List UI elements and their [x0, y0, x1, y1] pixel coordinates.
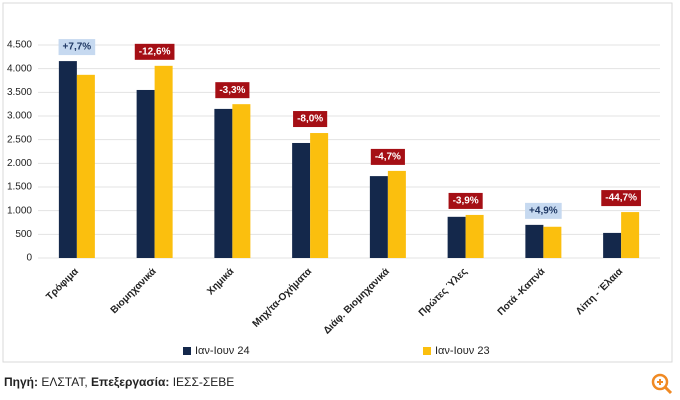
bar: [292, 142, 311, 258]
source-text: ΙΕΣΣ-ΣΕΒΕ: [172, 375, 235, 389]
y-tick-label: 3.000: [7, 111, 32, 122]
annotation-text: -44,7%: [605, 193, 637, 204]
bar: [387, 170, 406, 258]
y-tick-label: 3.500: [7, 87, 32, 98]
y-tick-label: 1.000: [7, 205, 32, 216]
annotation-text: -3,9%: [453, 196, 479, 207]
annotation: +7,7%: [58, 39, 96, 56]
annotation-box: [370, 148, 405, 165]
annotation: -3,3%: [215, 82, 250, 99]
y-tick-label: 500: [15, 229, 32, 240]
annotation-box: [601, 190, 641, 207]
annotation-text: +4,9%: [529, 206, 558, 217]
chart-frame: [2, 2, 673, 363]
y-tick-label: 1.500: [7, 182, 32, 193]
bar: [369, 176, 388, 258]
bar: [603, 232, 622, 258]
legend-swatch: [423, 347, 431, 355]
source-line: Πηγή: ΕΛΣΤΑΤ, Επεξεργασία: ΙΕΣΣ-ΣΕΒΕ: [4, 375, 234, 389]
bar: [447, 216, 466, 258]
annotation-box: [58, 39, 96, 56]
bar: [58, 61, 77, 258]
annotation-text: -8,0%: [297, 114, 323, 125]
annotation-text: +7,7%: [63, 42, 92, 53]
annotation: +4,9%: [525, 202, 562, 219]
annotation: -44,7%: [601, 190, 641, 207]
zoom-icon[interactable]: [650, 372, 674, 396]
y-tick-label: 2.500: [7, 134, 32, 145]
annotation-text: -3,3%: [219, 85, 245, 96]
legend-label: Ιαν-Ιουν 23: [435, 345, 490, 357]
y-tick-label: 2.000: [7, 158, 32, 169]
bar: [525, 224, 544, 258]
source-label: Πηγή:: [4, 375, 38, 389]
annotation: -12,6%: [134, 43, 175, 60]
y-tick-label: 4.000: [7, 63, 32, 74]
bar: [76, 74, 95, 258]
bar: [310, 133, 329, 258]
y-tick-label: 0: [26, 253, 32, 264]
legend-label: Ιαν-Ιουν 24: [195, 345, 250, 357]
bar: [465, 214, 484, 258]
source-text: ΕΛΣΤΑΤ,: [41, 375, 88, 389]
annotation-box: [525, 202, 562, 219]
annotation-box: [215, 82, 250, 99]
annotation-text: -12,6%: [139, 46, 171, 57]
annotation: -4,7%: [370, 148, 405, 165]
bar: [154, 65, 173, 259]
bar: [214, 108, 233, 259]
annotation-text: -4,7%: [375, 152, 401, 163]
annotation: -3,9%: [448, 192, 483, 209]
y-tick-label: 4.500: [7, 40, 32, 51]
bar: [136, 89, 155, 258]
annotation-box: [293, 111, 328, 128]
bar: [621, 212, 640, 258]
bar: [543, 226, 562, 258]
annotation: -8,0%: [293, 111, 328, 128]
annotation-box: [448, 192, 483, 209]
annotation-box: [134, 43, 175, 60]
bar: [232, 104, 251, 259]
source-label: Επεξεργασία:: [91, 375, 170, 389]
chart: 0 500 1.000 1.500 2.000 2.500 3.000 3.500 4.000 4…: [2, 2, 673, 363]
legend-swatch: [183, 347, 191, 355]
